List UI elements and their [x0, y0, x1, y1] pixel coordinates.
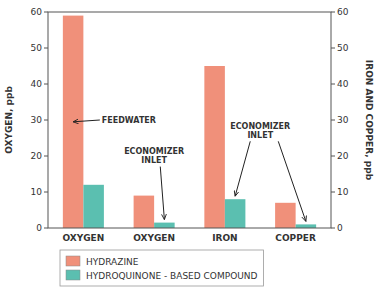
- y-tick: [44, 228, 48, 229]
- annotation-arrow: [73, 120, 100, 122]
- annotation: FEEDWATER: [102, 116, 156, 125]
- y-tick: [44, 84, 48, 85]
- bar: [83, 185, 104, 228]
- y-axis-label: OXYGEN, ppb: [4, 86, 14, 154]
- y2-tick: [331, 228, 335, 229]
- chart: 0 10 20 30 40 50 60 0 10 20 30 40 50 60 OXYGEN OXYGEN IR…: [0, 0, 379, 300]
- annotation-line: ECONOMIZER: [124, 147, 184, 156]
- annotation-line: INLET: [141, 156, 167, 165]
- y2-tick-label: 20: [337, 151, 349, 161]
- x-tick-label: COPPER: [275, 233, 316, 243]
- bar: [134, 196, 155, 228]
- y-tick: [44, 120, 48, 121]
- annotation-arrow: [278, 141, 306, 221]
- y2-tick: [331, 120, 335, 121]
- y2-axis-label: IRON AND COPPER, ppb: [364, 60, 374, 181]
- y2-tick: [331, 192, 335, 193]
- bar: [225, 199, 246, 228]
- y2-tick-label: 50: [337, 43, 349, 53]
- y2-tick-label: 60: [337, 7, 349, 17]
- x-tick-label: IRON: [212, 233, 237, 243]
- legend-swatch: [66, 256, 80, 266]
- legend-label: HYDRAZINE: [86, 257, 139, 267]
- y2-tick: [331, 156, 335, 157]
- y2-tick: [331, 84, 335, 85]
- bar: [154, 223, 175, 228]
- y2-tick-label: 30: [337, 115, 349, 125]
- x-tick-label: OXYGEN: [133, 233, 175, 243]
- x-tick-label: OXYGEN: [62, 233, 104, 243]
- y-tick-label: 10: [31, 187, 43, 197]
- plot-frame: [48, 12, 331, 228]
- bar: [204, 66, 225, 228]
- y-tick: [44, 12, 48, 13]
- y-tick-label: 50: [31, 43, 43, 53]
- legend-label: HYDROQUINONE - BASED COMPOUND: [86, 271, 258, 281]
- annotation-arrow: [235, 141, 250, 196]
- legend-swatch: [66, 270, 80, 280]
- legend-frame: [60, 250, 263, 286]
- y-tick-label: 30: [31, 115, 43, 125]
- y-tick-label: 60: [31, 7, 43, 17]
- bar: [296, 224, 317, 228]
- y2-tick-label: 10: [337, 187, 349, 197]
- y-tick-label: 20: [31, 151, 43, 161]
- bar: [275, 203, 296, 228]
- y2-tick-label: 40: [337, 79, 349, 89]
- y2-tick: [331, 48, 335, 49]
- annotation-line: FEEDWATER: [102, 116, 156, 125]
- annotation-line: INLET: [247, 131, 273, 140]
- y-tick: [44, 192, 48, 193]
- annotation-arrow: [160, 167, 164, 220]
- y-tick: [44, 156, 48, 157]
- y-tick-label: 0: [36, 223, 42, 233]
- bars: [63, 16, 316, 228]
- annotation: ECONOMIZERINLET: [124, 147, 184, 165]
- annotation: ECONOMIZERINLET: [230, 122, 290, 140]
- y2-tick: [331, 12, 335, 13]
- annotation-line: ECONOMIZER: [230, 122, 290, 131]
- legend: HYDRAZINE HYDROQUINONE - BASED COMPOUND: [60, 250, 263, 286]
- y-tick-label: 40: [31, 79, 43, 89]
- y-tick: [44, 48, 48, 49]
- y2-tick-label: 0: [337, 223, 343, 233]
